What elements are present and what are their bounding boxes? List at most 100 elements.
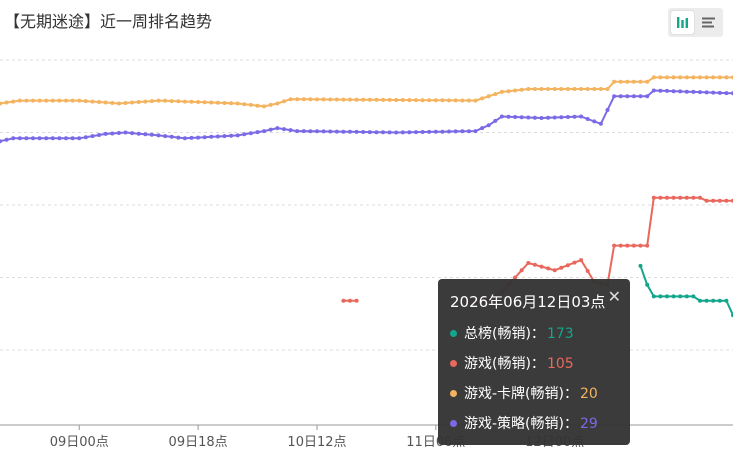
series-point xyxy=(202,100,207,105)
series-point xyxy=(229,101,234,106)
series-point xyxy=(645,243,650,248)
series-point xyxy=(110,131,115,136)
series-point xyxy=(572,87,577,91)
series-point xyxy=(651,75,656,80)
series-point xyxy=(499,114,504,119)
series-point xyxy=(513,88,518,93)
series-point xyxy=(334,129,339,134)
bar-chart-icon[interactable] xyxy=(671,11,694,34)
series-point xyxy=(123,101,128,105)
series-point xyxy=(519,268,524,273)
series-line xyxy=(639,265,733,316)
series-point xyxy=(440,129,445,134)
series-point xyxy=(387,130,392,135)
x-tick-label: 09日00点 xyxy=(50,435,109,450)
series-point xyxy=(215,100,220,105)
series-point xyxy=(156,133,161,138)
series-point xyxy=(64,136,68,141)
series-point xyxy=(308,97,313,102)
series-point xyxy=(130,100,135,105)
series-point xyxy=(268,127,273,132)
series-point xyxy=(315,129,319,134)
series-point xyxy=(427,129,432,134)
series-point xyxy=(248,102,253,107)
series-dot-icon xyxy=(450,329,457,337)
series-point xyxy=(288,128,293,133)
series-dot-icon xyxy=(450,419,457,427)
series-point xyxy=(579,87,584,91)
series-point xyxy=(684,89,689,94)
series-point xyxy=(539,116,544,120)
series-point xyxy=(460,98,465,103)
series-point xyxy=(625,94,630,99)
series-point xyxy=(519,87,524,92)
series-point xyxy=(255,130,260,135)
series-point xyxy=(691,294,696,299)
series-point xyxy=(163,134,168,139)
series-point xyxy=(665,294,669,299)
series-point xyxy=(348,129,352,134)
series-point xyxy=(348,97,352,102)
series-point xyxy=(374,97,379,102)
series-point xyxy=(684,75,689,80)
series-point xyxy=(724,91,729,96)
series-point xyxy=(440,98,445,103)
series-point xyxy=(704,75,709,80)
series-point xyxy=(315,97,319,102)
series-point xyxy=(275,126,280,131)
series-point xyxy=(328,97,333,102)
series-point xyxy=(618,94,623,99)
series-point xyxy=(453,129,458,134)
series-point xyxy=(678,195,683,200)
series-point xyxy=(394,98,399,102)
close-icon[interactable]: ✕ xyxy=(607,287,621,306)
series-point xyxy=(400,130,405,135)
series-point xyxy=(585,117,590,121)
series-point xyxy=(143,99,148,104)
series-point xyxy=(645,282,650,287)
series-point xyxy=(262,104,267,109)
series-point xyxy=(11,136,16,141)
series-point xyxy=(658,294,663,299)
series-point xyxy=(169,99,174,104)
series-point xyxy=(625,243,630,248)
series-point xyxy=(354,298,359,303)
series-point xyxy=(717,75,722,80)
series-point xyxy=(559,87,564,91)
series-point xyxy=(420,98,425,103)
series-point xyxy=(717,198,722,203)
series-point xyxy=(684,195,689,200)
series-dot-icon xyxy=(450,389,457,397)
series-point xyxy=(645,94,650,99)
series-point xyxy=(334,97,339,102)
series-point xyxy=(242,132,247,137)
series-point xyxy=(50,136,55,141)
series-point xyxy=(37,136,42,141)
series-point xyxy=(460,129,465,134)
list-icon[interactable] xyxy=(697,11,720,34)
series-point xyxy=(282,127,286,132)
series-point xyxy=(17,136,22,141)
page-title: 【无期迷途】近一周排名趋势 xyxy=(4,12,213,31)
series-point xyxy=(618,243,623,248)
series-point xyxy=(513,275,518,280)
series-point xyxy=(44,98,49,103)
series-point xyxy=(64,98,68,103)
series-point xyxy=(658,75,663,80)
series-point xyxy=(0,139,2,144)
series-point xyxy=(466,98,471,103)
series-point xyxy=(592,119,597,124)
tooltip-series-name: 总榜(畅销)： xyxy=(464,326,545,342)
series-point xyxy=(618,79,623,84)
series-point xyxy=(367,130,372,135)
series-point xyxy=(235,101,240,106)
series-point xyxy=(295,129,300,134)
series-point xyxy=(24,98,29,103)
tooltip-series-value: 20 xyxy=(579,386,598,402)
series-point xyxy=(598,87,603,91)
series-point xyxy=(348,298,352,303)
series-point xyxy=(565,87,570,91)
series-point xyxy=(394,130,399,135)
tooltip-series-name: 游戏-策略(畅销)： xyxy=(464,416,578,432)
series-point xyxy=(612,94,617,99)
